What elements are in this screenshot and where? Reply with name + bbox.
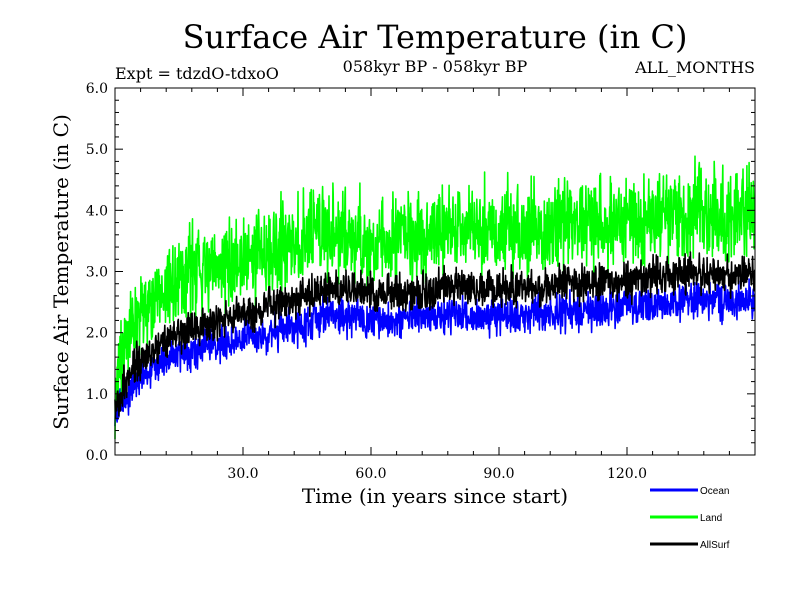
x-tick-label: 30.0 [227, 466, 258, 482]
x-tick-label: 90.0 [483, 466, 514, 482]
series-line-ocean [114, 275, 756, 427]
legend-label-ocean: Ocean [700, 486, 729, 497]
y-tick-label: 2.0 [86, 326, 108, 342]
months-label: ALL_MONTHS [634, 58, 755, 77]
x-tick-label: 60.0 [355, 466, 386, 482]
series-line-land [114, 155, 756, 440]
experiment-label: Expt = tdzdO-tdxoO [115, 64, 279, 83]
legend-label-land: Land [700, 513, 722, 524]
y-axis-label: Surface Air Temperature (in C) [49, 114, 73, 430]
y-tick-label: 1.0 [86, 387, 108, 403]
period-label: 058kyr BP - 058kyr BP [343, 57, 528, 76]
ticks-layer: 0.0 1.0 2.0 3.0 4.0 5.0 6.0 30.0 60.0 90.0 120.0 [86, 81, 755, 482]
x-axis-label: Time (in years since start) [302, 484, 568, 508]
y-tick-label: 5.0 [86, 142, 108, 158]
y-tick-label: 0.0 [86, 448, 108, 464]
y-tick-label: 6.0 [86, 81, 108, 97]
y-tick-label: 4.0 [86, 203, 108, 219]
series-layer [114, 155, 756, 440]
y-tick-label: 3.0 [86, 265, 108, 281]
chart-title: Surface Air Temperature (in C) [183, 18, 688, 56]
x-tick-label: 120.0 [607, 466, 647, 482]
series-line-allsurf [114, 251, 756, 420]
legend-label-allsurf: AllSurf [700, 540, 730, 551]
legend: Ocean Land AllSurf [650, 486, 730, 551]
